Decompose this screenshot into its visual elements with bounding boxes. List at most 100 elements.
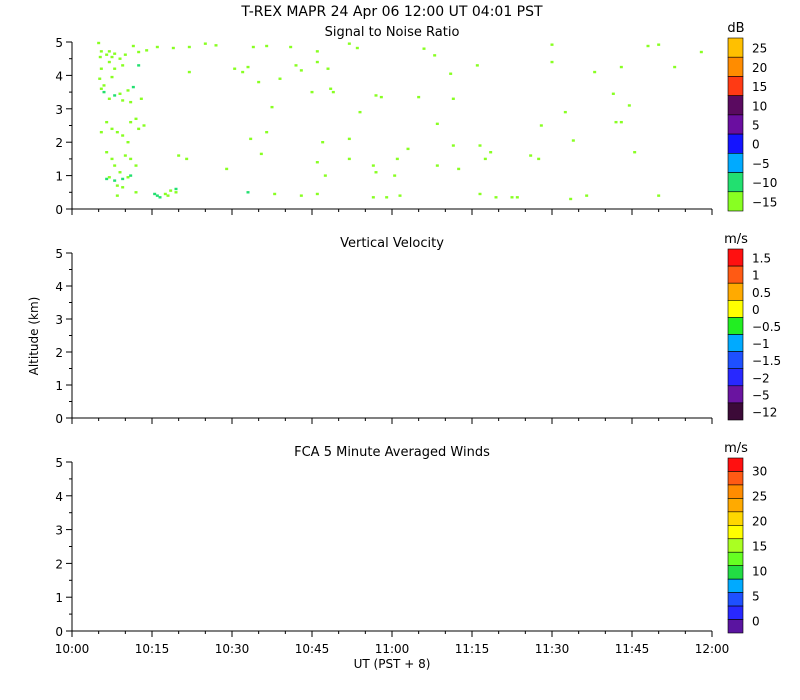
colorbar-swatch [727,498,744,513]
snr-point [102,90,106,94]
colorbar-label: 10 [752,99,767,113]
y-tick-label: 2 [55,557,63,571]
colorbar-swatch [727,114,744,135]
snr-point [118,92,122,95]
snr-point [537,157,541,161]
snr-point [331,90,335,94]
snr-point [99,67,103,70]
colorbar-swatch [727,334,744,352]
colorbar-swatch [727,76,744,96]
snr-point [97,41,101,45]
snr-point [98,55,102,59]
snr-point [249,137,253,141]
colorbar-swatch [727,605,744,620]
colorbar-swatch [727,578,744,593]
snr-point [118,57,122,60]
snr-data-points [97,41,703,201]
y-tick-label: 4 [55,69,63,83]
snr-point [233,67,237,70]
snr-point [657,194,661,197]
y-tick-label: 5 [55,247,63,261]
colorbar-swatch [727,351,744,370]
snr-point [646,44,650,48]
snr-point [113,179,117,182]
panel-title: FCA 5 Minute Averaged Winds [294,445,490,460]
colorbar-label: 15 [752,80,767,94]
snr-point [110,127,114,131]
snr-point [374,94,378,97]
snr-point [326,67,330,70]
snr-point [131,85,135,89]
panel-title: Vertical Velocity [340,236,444,251]
snr-point [315,192,319,196]
snr-point [123,154,127,157]
snr-point [550,43,554,46]
snr-point [315,60,319,64]
snr-point [358,110,362,114]
colorbar-label: 20 [752,515,767,529]
y-tick-label: 1 [55,591,63,605]
snr-point [225,167,229,171]
snr-point [395,157,399,161]
colorbar-swatch [727,299,744,318]
snr-point [315,50,319,53]
snr-point [107,176,111,179]
snr-point [614,120,618,124]
snr-point [187,70,191,74]
snr-point [166,194,170,197]
snr-point [134,164,138,167]
snr-point [259,152,263,156]
snr-point [126,89,130,92]
snr-point [478,144,482,147]
snr-point [105,177,109,181]
colorbar-label: −10 [752,176,777,190]
snr-point [137,50,141,54]
snr-point [398,194,402,197]
snr-point [406,147,410,151]
snr-point [294,64,298,67]
colorbar-swatch [727,282,744,301]
snr-point [422,47,426,50]
snr-point [115,194,119,197]
snr-point [619,120,623,124]
colorbar-label: 0 [752,138,760,152]
panel-3: FCA 5 Minute Averaged Winds 0 1 2 3 4 5 10:00 10… [55,441,768,656]
snr-point [177,154,181,157]
y-tick-label: 4 [55,280,63,294]
x-tick-label: 11:45 [615,642,650,656]
colorbar-unit: m/s [724,441,748,456]
snr-point [203,42,207,45]
snr-point [99,130,103,134]
snr-point [371,164,375,167]
colorbar-swatch [727,56,744,77]
snr-point [113,94,117,97]
snr-point [153,192,157,196]
colorbar-swatch [727,368,744,387]
snr-point [115,184,119,187]
snr-point [163,192,167,196]
snr-point [107,50,111,53]
snr-point [273,192,277,196]
snr-point [571,139,575,142]
colorbar-swatch [727,385,744,404]
y-tick-label: 3 [55,103,63,117]
snr-point [673,65,677,69]
snr-point [323,174,327,177]
colorbar: m/s 30 25 20 15 10 5 0 [724,441,767,634]
y-tick-label: 2 [55,136,63,150]
x-tick-label: 12:00 [695,642,730,656]
snr-point [121,186,125,189]
snr-point [347,157,351,161]
snr-point [510,196,514,199]
colorbar-label: 1 [752,269,760,283]
colorbar-label: 15 [752,540,767,554]
snr-point [155,45,159,49]
colorbar-label: 20 [752,61,767,75]
snr-point [155,194,159,197]
colorbar-swatch [727,191,744,212]
snr-point [299,194,303,197]
snr-point [185,157,189,161]
colorbar-unit: m/s [724,232,748,247]
snr-point [417,95,421,99]
snr-point [158,196,162,199]
